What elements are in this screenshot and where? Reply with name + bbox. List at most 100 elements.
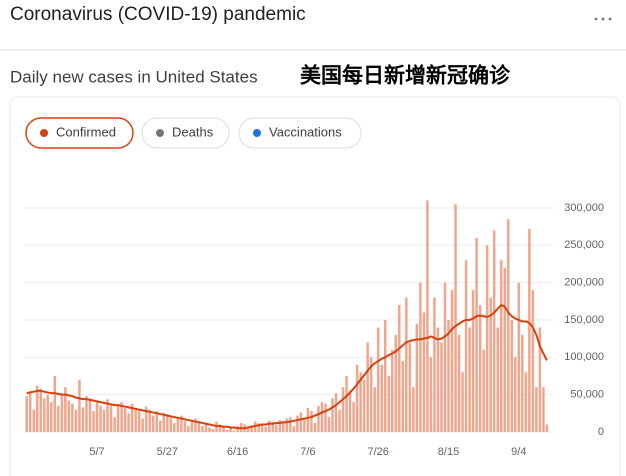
chip-dot xyxy=(156,129,164,137)
bar xyxy=(162,412,166,432)
bar xyxy=(405,297,408,432)
bar xyxy=(106,399,109,432)
bar xyxy=(387,375,390,432)
bar xyxy=(71,403,74,432)
filter-chip[interactable]: Vaccinations xyxy=(238,117,362,149)
bar xyxy=(92,411,95,432)
bar xyxy=(130,403,134,432)
bar xyxy=(169,417,173,432)
chip-outline xyxy=(238,117,362,149)
filter-chip[interactable]: Deaths xyxy=(141,117,230,149)
bar xyxy=(204,424,208,432)
bar xyxy=(282,423,285,432)
y-tick-label: 0 xyxy=(598,426,604,438)
y-tick-label: 150,000 xyxy=(564,314,604,326)
y-tick-label: 200,000 xyxy=(564,277,604,289)
bar xyxy=(528,228,531,432)
bar xyxy=(159,420,162,432)
y-tick-label: 300,000 xyxy=(564,202,604,214)
bar xyxy=(151,415,155,432)
bar xyxy=(352,402,355,432)
bar xyxy=(109,403,113,432)
bar xyxy=(187,426,190,432)
bar xyxy=(366,342,369,432)
bar xyxy=(447,319,450,432)
bar xyxy=(39,388,43,432)
bar xyxy=(362,379,366,432)
bar xyxy=(275,424,278,432)
bar xyxy=(208,427,211,432)
chip-label: Confirmed xyxy=(56,124,116,139)
x-tick-label: 7/26 xyxy=(367,446,388,458)
chart-subtitle: Daily new cases in United States xyxy=(10,67,258,86)
bar xyxy=(183,420,187,432)
bar xyxy=(46,394,50,432)
bar xyxy=(225,429,229,432)
y-tick-label: 50,000 xyxy=(570,389,604,401)
y-tick-label: 250,000 xyxy=(564,239,604,251)
bar xyxy=(391,349,394,432)
bar xyxy=(401,361,405,432)
bar xyxy=(50,402,53,432)
bar xyxy=(475,237,478,432)
chip-dot xyxy=(40,129,48,137)
bar xyxy=(341,387,345,432)
bar xyxy=(426,200,429,432)
bar xyxy=(345,375,348,432)
bar xyxy=(176,418,180,432)
bar xyxy=(524,372,528,432)
bar xyxy=(538,327,542,432)
bar xyxy=(148,409,151,432)
bar xyxy=(412,387,415,432)
bar xyxy=(155,411,159,432)
bar xyxy=(422,312,426,432)
bar xyxy=(514,357,517,432)
bar xyxy=(35,385,39,432)
bar xyxy=(250,425,253,432)
bar xyxy=(190,421,194,432)
card xyxy=(9,96,621,476)
bar xyxy=(229,428,232,432)
average-line xyxy=(26,304,548,430)
bar xyxy=(99,405,102,432)
bar xyxy=(454,204,457,432)
bar xyxy=(116,405,120,432)
bar xyxy=(120,402,123,432)
bar xyxy=(173,423,176,432)
bar xyxy=(246,427,250,432)
x-tick-label: 5/7 xyxy=(89,446,104,458)
bar xyxy=(507,219,510,432)
bar xyxy=(510,319,514,432)
bar xyxy=(197,423,201,432)
bar xyxy=(373,387,376,432)
bar xyxy=(57,405,60,432)
bar xyxy=(271,421,274,432)
bar xyxy=(260,424,264,432)
more-menu[interactable] xyxy=(594,17,612,21)
bar xyxy=(85,396,88,432)
bar xyxy=(310,411,313,432)
chip-label: Vaccinations xyxy=(269,124,342,139)
bar xyxy=(327,417,331,432)
bar xyxy=(436,327,440,432)
bar xyxy=(443,282,447,432)
bar xyxy=(211,429,215,432)
bar xyxy=(67,400,71,432)
bar xyxy=(542,387,545,432)
bar xyxy=(499,260,503,432)
filter-chip[interactable]: Confirmed xyxy=(25,117,134,149)
bar xyxy=(433,297,436,432)
bar xyxy=(180,415,183,432)
bar xyxy=(450,290,454,432)
page-title: Coronavirus (COVID-19) pandemic xyxy=(10,4,306,25)
bar xyxy=(464,260,468,432)
bar xyxy=(141,418,144,432)
bar xyxy=(461,372,464,432)
bar xyxy=(468,327,471,432)
bar xyxy=(267,420,271,432)
bar xyxy=(303,418,306,432)
bar xyxy=(113,417,116,432)
bar xyxy=(517,282,521,432)
bar xyxy=(348,390,352,432)
bar xyxy=(137,411,141,432)
